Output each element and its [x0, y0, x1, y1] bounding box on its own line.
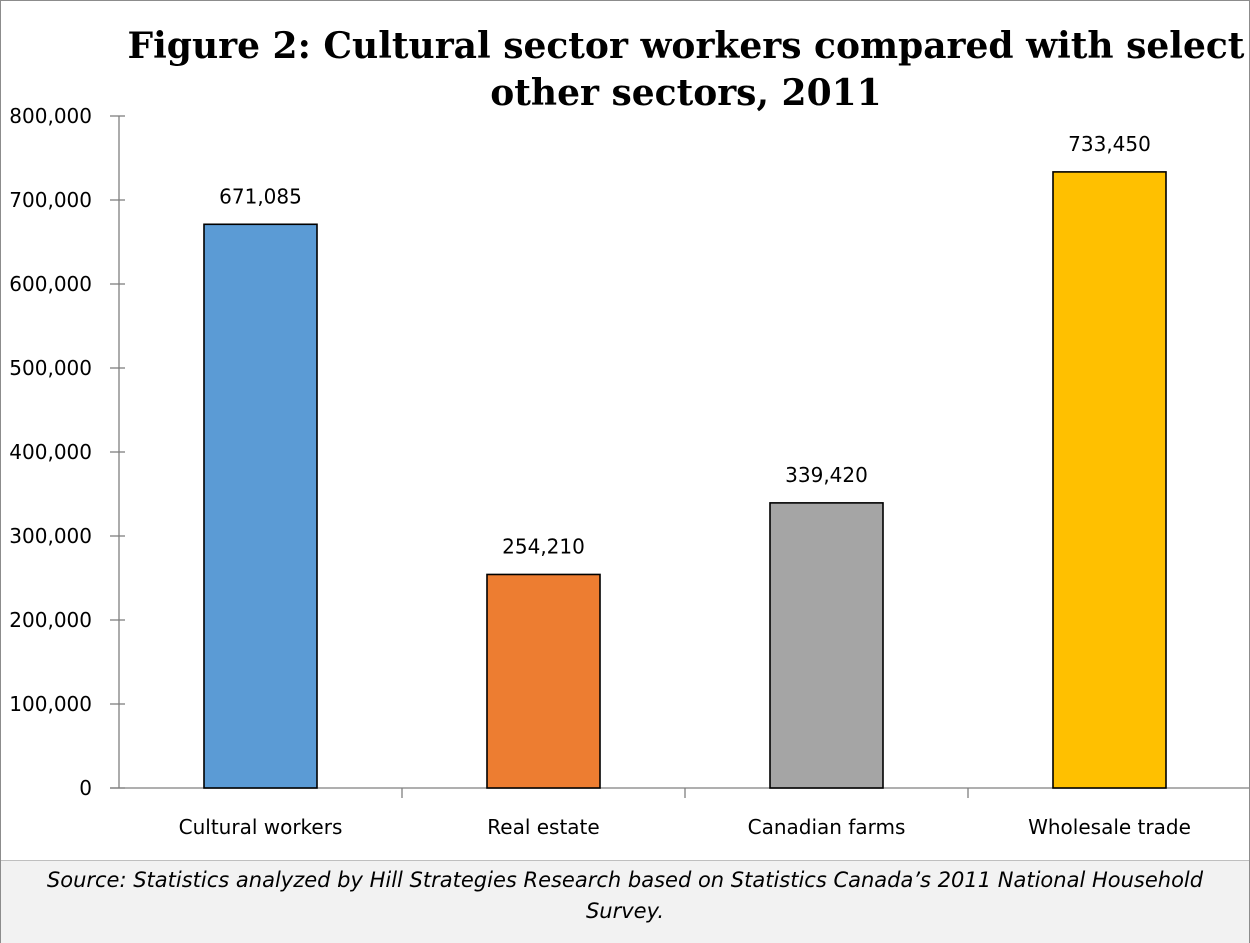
source-note-box: Source: Statistics analyzed by Hill Stra…: [1, 860, 1249, 943]
data-label: 671,085: [219, 184, 302, 208]
data-label: 733,450: [1068, 132, 1151, 156]
y-tick-label: 300,000: [9, 524, 92, 548]
x-tick-label: Wholesale trade: [1028, 815, 1191, 839]
data-label: 254,210: [502, 534, 585, 558]
x-tick-label: Canadian farms: [748, 815, 906, 839]
y-tick-label: 400,000: [9, 440, 92, 464]
chart-title: Figure 2: Cultural sector workers compar…: [127, 25, 1245, 114]
bar: [1052, 171, 1167, 789]
plot-area: 0 100,000 200,000 300,000 400,000 500,000 600,…: [9, 104, 1249, 839]
bar: [203, 223, 318, 789]
y-tick-label: 0: [79, 776, 92, 800]
bar: [486, 573, 601, 789]
y-tick-label: 200,000: [9, 608, 92, 632]
y-tick-label: 800,000: [9, 104, 92, 128]
y-tick-label: 100,000: [9, 692, 92, 716]
y-tick-label: 700,000: [9, 188, 92, 212]
bar: [769, 502, 884, 789]
y-tick-label: 500,000: [9, 356, 92, 380]
x-tick-label: Cultural workers: [179, 815, 343, 839]
source-note: Source: Statistics analyzed by Hill Stra…: [46, 868, 1204, 923]
x-tick-label: Real estate: [487, 815, 599, 839]
data-label: 339,420: [785, 463, 868, 487]
y-tick-label: 600,000: [9, 272, 92, 296]
